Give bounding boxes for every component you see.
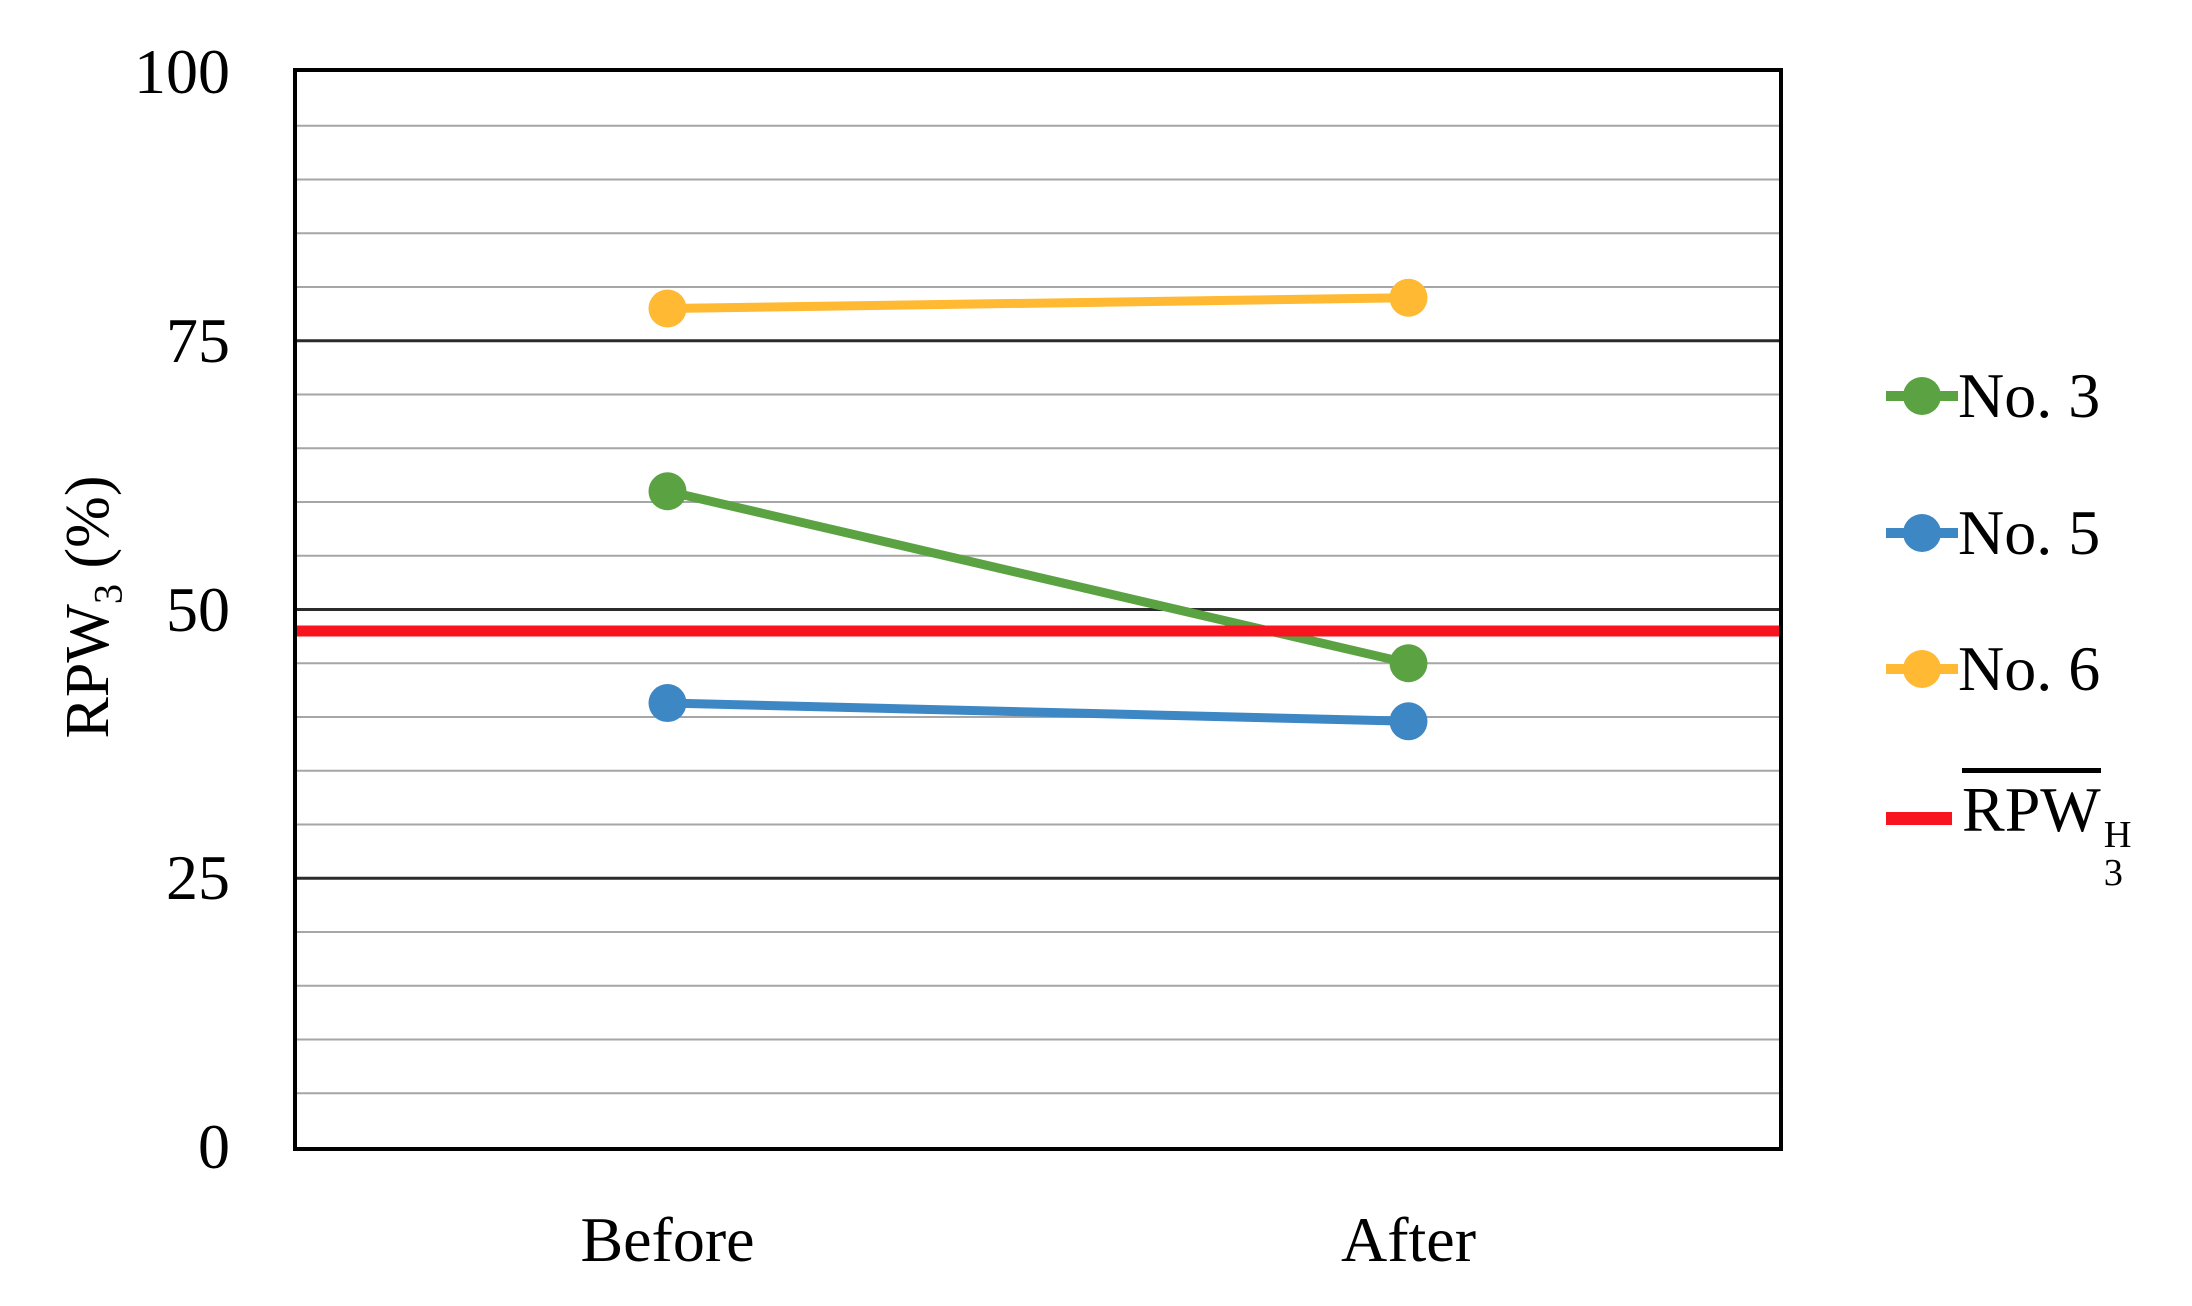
- chart-canvas: [297, 124, 1779, 1095]
- series-0-marker-0: [648, 472, 687, 511]
- y-tick-label-100: 100: [134, 36, 230, 107]
- x-tick-label-before: Before: [580, 1204, 755, 1275]
- y-axis-title-unit: (%): [54, 475, 122, 584]
- x-tick-label-after: After: [1340, 1204, 1477, 1275]
- legend-item-no5: No. 5: [1886, 493, 2100, 573]
- series-0-marker-1: [1389, 644, 1428, 683]
- rpw-superscript-h: H: [2103, 813, 2132, 856]
- series-2-marker-0: [648, 289, 687, 328]
- legend-marker-dot-no3: [1903, 377, 1941, 415]
- series-2-marker-1: [1389, 278, 1428, 317]
- legend-item-no6: No. 6: [1886, 629, 2100, 709]
- legend-label-no3: No. 3: [1958, 360, 2101, 431]
- rpw-overlined-text: RPW: [1962, 768, 2101, 842]
- legend-line-swatch-no5: [1886, 514, 1958, 552]
- legend-reference-line-swatch: [1886, 811, 1952, 825]
- series-1-marker-1: [1389, 702, 1428, 741]
- legend-label-no5: No. 5: [1958, 497, 2101, 568]
- legend-line-swatch-no6: [1886, 650, 1958, 688]
- series-line-2: [667, 293, 1409, 313]
- rpw-subscript-3: 3: [2103, 852, 2123, 895]
- y-tick-label-0: 0: [198, 1111, 230, 1182]
- legend-marker-dot-no6: [1903, 650, 1941, 688]
- legend-label-rpw-mean: RPW H 3: [1962, 768, 2132, 893]
- legend-item-rpw-mean: RPW H 3: [1886, 768, 2131, 893]
- legend-line-swatch-no3: [1886, 377, 1958, 415]
- legend-label-no6: No. 6: [1958, 633, 2101, 704]
- y-tick-label-75: 75: [166, 304, 230, 376]
- series-line-0: [666, 486, 1410, 668]
- y-tick-label-25: 25: [166, 842, 230, 914]
- y-tick-label-50: 50: [166, 573, 230, 645]
- series-1-marker-0: [648, 684, 687, 723]
- legend-marker-dot-no5: [1903, 514, 1941, 552]
- series-line-1: [667, 698, 1409, 726]
- plot-area: [293, 68, 1783, 1151]
- legend-item-no3: No. 3: [1886, 356, 2100, 436]
